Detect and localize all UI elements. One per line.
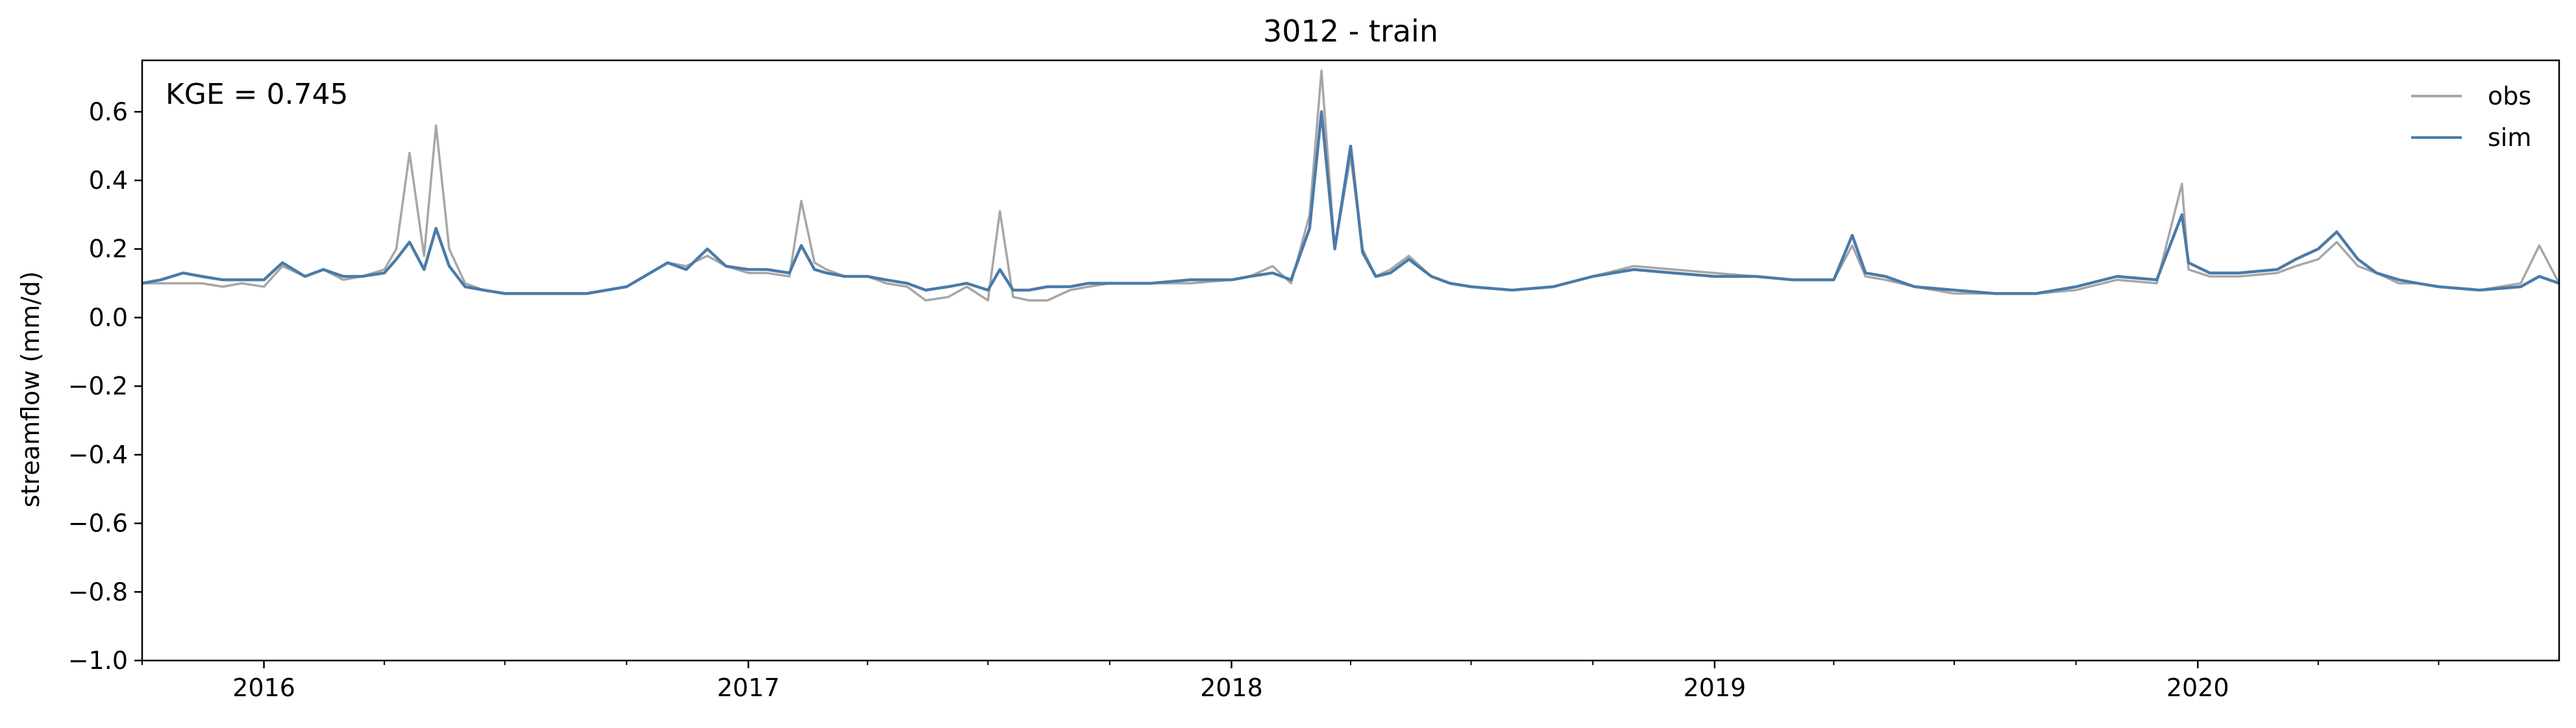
x-tick-label: 2019 <box>1683 673 1746 702</box>
y-tick-label: −0.6 <box>68 509 128 538</box>
x-tick-label: 2020 <box>2166 673 2229 702</box>
y-tick-label: 0.4 <box>89 166 128 195</box>
x-tick-label: 2016 <box>232 673 295 702</box>
y-tick-label: −0.4 <box>68 441 128 469</box>
y-axis-label: streamflow (mm/d) <box>16 271 45 507</box>
y-tick-label: −1.0 <box>68 646 128 675</box>
legend-label-sim: sim <box>2488 123 2531 152</box>
series-line-sim <box>141 110 2560 295</box>
x-tick-label: 2017 <box>717 673 780 702</box>
plot-frame <box>141 59 2560 662</box>
legend-label-obs: obs <box>2488 82 2531 110</box>
x-tick-label: 2018 <box>1200 673 1263 702</box>
legend: obs sim <box>2411 82 2531 152</box>
y-tick-label: 0.2 <box>89 235 128 263</box>
chart-title: 3012 - train <box>1263 14 1438 49</box>
y-tick-label: 0.0 <box>89 303 128 332</box>
y-tick-label: −0.2 <box>68 372 128 400</box>
y-tick-label: 0.6 <box>89 97 128 126</box>
kge-annotation: KGE = 0.745 <box>166 78 349 111</box>
y-tick-label: −0.8 <box>68 577 128 606</box>
